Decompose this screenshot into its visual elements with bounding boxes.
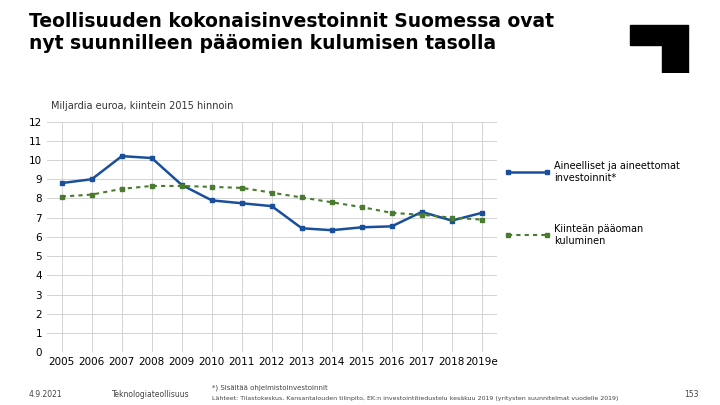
Text: Teknologiateollisuus: Teknologiateollisuus [112,390,189,399]
Text: *) Sisältää ohjelmistoinvestoinnit: *) Sisältää ohjelmistoinvestoinnit [212,385,328,391]
Bar [630,25,688,45]
Text: 4.9.2021: 4.9.2021 [29,390,63,399]
Text: Aineelliset ja aineettomat
investoinnit*: Aineelliset ja aineettomat investoinnit* [554,161,680,183]
Text: 153: 153 [684,390,698,399]
Text: Kiinteän pääoman
kuluminen: Kiinteän pääoman kuluminen [554,224,644,246]
Text: Lähteet: Tilastokeskus, Kansantalouden tilinpito, EK:n investointitiedustelu kes: Lähteet: Tilastokeskus, Kansantalouden t… [212,396,618,401]
Bar [662,45,688,73]
Text: Miljardia euroa, kiintein 2015 hinnoin: Miljardia euroa, kiintein 2015 hinnoin [51,101,234,111]
Text: Teollisuuden kokonaisinvestoinnit Suomessa ovat
nyt suunnilleen pääomien kulumis: Teollisuuden kokonaisinvestoinnit Suomes… [29,12,554,53]
